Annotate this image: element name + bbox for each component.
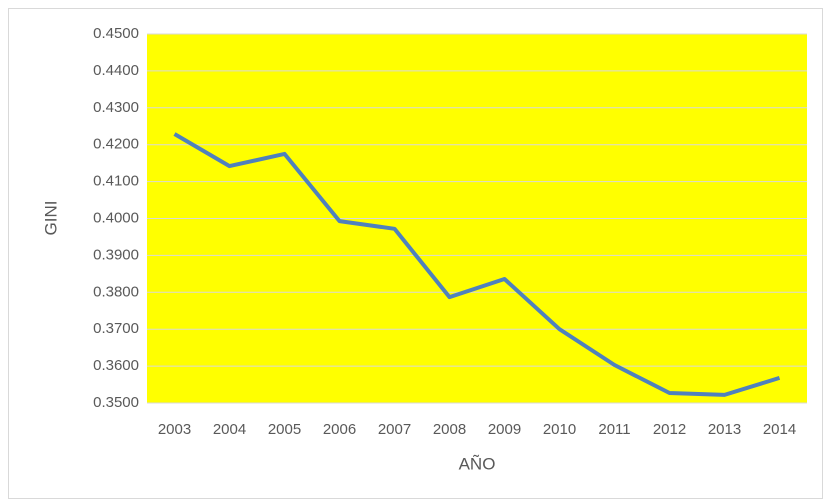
x-axis-label: AÑO <box>459 454 496 473</box>
x-tick-label: 2009 <box>488 421 521 438</box>
x-tick-label: 2008 <box>433 421 466 438</box>
y-tick-label: 0.4300 <box>93 99 139 116</box>
y-tick-label: 0.4000 <box>93 209 139 226</box>
x-tick-label: 2014 <box>763 421 796 438</box>
y-tick-label: 0.4500 <box>93 25 139 42</box>
y-tick-label: 0.4100 <box>93 173 139 190</box>
x-tick-label: 2010 <box>543 421 576 438</box>
y-tick-label: 0.4400 <box>93 62 139 79</box>
x-tick-label: 2005 <box>268 421 301 438</box>
x-tick-label: 2003 <box>158 421 191 438</box>
x-tick-label: 2012 <box>653 421 686 438</box>
y-tick-label: 0.3500 <box>93 394 139 411</box>
y-axis-label: GINI <box>41 201 60 236</box>
data-line <box>173 132 781 397</box>
y-tick-label: 0.3800 <box>93 283 139 300</box>
y-tick-label: 0.3600 <box>93 357 139 374</box>
x-tick-label: 2013 <box>708 421 741 438</box>
y-tick-label: 0.3900 <box>93 246 139 263</box>
y-tick-label: 0.4200 <box>93 136 139 153</box>
x-tick-label: 2004 <box>213 421 246 438</box>
x-tick-label: 2006 <box>323 421 356 438</box>
x-tick-label: 2011 <box>598 421 630 438</box>
x-tick-label: 2007 <box>378 421 411 438</box>
y-tick-label: 0.3700 <box>93 320 139 337</box>
